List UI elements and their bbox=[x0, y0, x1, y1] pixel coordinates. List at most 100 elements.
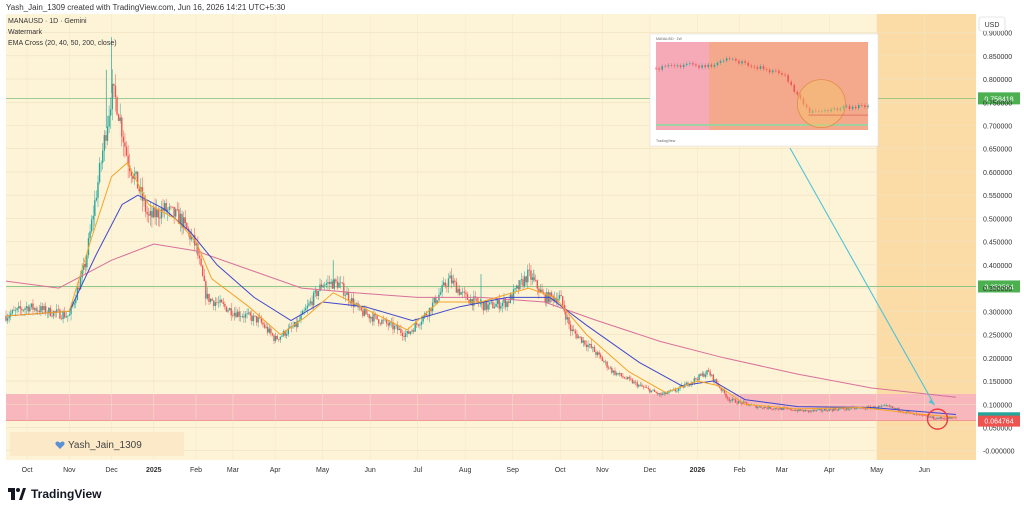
candle-body bbox=[38, 310, 41, 313]
candle-body bbox=[731, 398, 734, 401]
candle-body bbox=[371, 316, 374, 322]
candle-body bbox=[89, 231, 91, 238]
candle-body bbox=[389, 322, 391, 326]
candle-body bbox=[788, 408, 791, 410]
candle-body bbox=[649, 388, 651, 393]
candle-body bbox=[617, 373, 619, 375]
inset-candle bbox=[796, 91, 799, 95]
candle-body bbox=[825, 409, 827, 411]
candle-body bbox=[243, 316, 245, 318]
candle-body bbox=[441, 285, 443, 293]
candle-body bbox=[703, 373, 705, 377]
candle-body bbox=[777, 409, 780, 410]
candle-body bbox=[790, 408, 792, 411]
candle-body bbox=[815, 409, 818, 411]
inset-footer-text: TradingView bbox=[656, 139, 676, 143]
candle-body bbox=[336, 281, 339, 288]
candle-body bbox=[628, 377, 630, 379]
zone-label: 0.064764 bbox=[984, 419, 1013, 426]
candle-body bbox=[205, 281, 207, 299]
candle-body bbox=[408, 331, 410, 334]
candle-body bbox=[33, 308, 36, 310]
candle-body bbox=[86, 255, 88, 268]
chart-svg[interactable]: 0.758418 0.353564 MANAUSD · 1W TradingView… bbox=[0, 14, 1024, 480]
inset-candle bbox=[784, 74, 786, 76]
candle-body bbox=[316, 290, 318, 297]
inset-candle bbox=[682, 64, 685, 68]
candle-body bbox=[155, 209, 158, 218]
candle-body bbox=[100, 162, 102, 164]
inset-candle bbox=[765, 69, 768, 70]
candle-body bbox=[565, 311, 567, 320]
candle-body bbox=[698, 374, 700, 381]
inset-candle bbox=[787, 75, 789, 82]
candle-body bbox=[885, 405, 887, 406]
watermark-label: Watermark bbox=[8, 29, 42, 36]
inset-candle bbox=[799, 94, 802, 99]
candle-body bbox=[252, 315, 255, 322]
candle-body bbox=[8, 316, 10, 319]
candle-body bbox=[625, 378, 627, 380]
currency-label-group[interactable]: USD bbox=[978, 16, 1006, 32]
candle-body bbox=[541, 289, 543, 293]
candle-body bbox=[920, 414, 922, 416]
candle-body bbox=[855, 408, 857, 409]
candle-body bbox=[741, 402, 743, 404]
chart-area[interactable]: 0.758418 0.353564 MANAUSD · 1W TradingView… bbox=[0, 14, 1024, 480]
arrow-head-icon bbox=[928, 399, 935, 406]
candle-body bbox=[793, 410, 795, 412]
candle-body bbox=[135, 171, 137, 174]
candle-body bbox=[262, 322, 264, 325]
candle-body bbox=[457, 288, 459, 293]
candle-body bbox=[157, 209, 159, 218]
candle-body bbox=[844, 409, 846, 410]
candle-body bbox=[84, 263, 86, 268]
x-tick-label: Feb bbox=[734, 467, 746, 474]
candle-body bbox=[365, 308, 367, 315]
candle-body bbox=[314, 290, 316, 293]
candle-body bbox=[338, 282, 340, 288]
candle-body bbox=[806, 410, 808, 411]
candle-body bbox=[295, 322, 297, 327]
candle-body bbox=[106, 126, 109, 141]
price-axis[interactable]: 0.900000 0.850000 0.800000 0.750000 0.700000… bbox=[978, 31, 1020, 456]
candle-body bbox=[768, 406, 770, 409]
x-tick-label: May bbox=[316, 467, 330, 474]
candle-body bbox=[795, 410, 797, 411]
ema-20-line bbox=[5, 161, 957, 418]
ema-50-line bbox=[5, 194, 957, 415]
candle-body bbox=[167, 209, 169, 212]
candle-body bbox=[44, 306, 47, 314]
y-tick-label: 0.750000 bbox=[983, 100, 1012, 107]
candle-body bbox=[230, 308, 232, 316]
tradingview-logo[interactable]: TradingView bbox=[8, 487, 101, 501]
candle-body bbox=[220, 299, 223, 303]
candle-body bbox=[124, 142, 126, 147]
candle-body bbox=[143, 199, 145, 201]
candle-body bbox=[512, 289, 515, 300]
candle-body bbox=[950, 417, 952, 419]
candle-body bbox=[381, 319, 383, 324]
candle-body bbox=[411, 330, 413, 332]
inset-candle bbox=[707, 64, 710, 68]
candle-body bbox=[208, 293, 210, 302]
creator-text: Yash_Jain_1309 created with TradingView.… bbox=[6, 3, 286, 12]
candle-body bbox=[363, 308, 366, 316]
candle-body bbox=[148, 214, 150, 216]
candle-body bbox=[27, 306, 29, 312]
candle-body bbox=[130, 171, 132, 176]
candle-body bbox=[584, 340, 586, 345]
candle-body bbox=[479, 303, 481, 304]
candle-body bbox=[455, 282, 458, 293]
candle-body bbox=[766, 407, 768, 409]
time-axis[interactable]: Oct Nov Dec 2025 Feb Mar Apr May Jun Jul Aug Sep Oct… bbox=[22, 467, 930, 474]
candle-body bbox=[71, 304, 74, 307]
inset-candle bbox=[695, 64, 697, 66]
candle-body bbox=[809, 410, 811, 412]
candle-body bbox=[450, 275, 453, 284]
candle-body bbox=[247, 312, 250, 314]
candle-body bbox=[400, 328, 402, 333]
candle-body bbox=[880, 405, 883, 407]
candle-body bbox=[174, 209, 177, 217]
candle-body bbox=[952, 417, 954, 418]
